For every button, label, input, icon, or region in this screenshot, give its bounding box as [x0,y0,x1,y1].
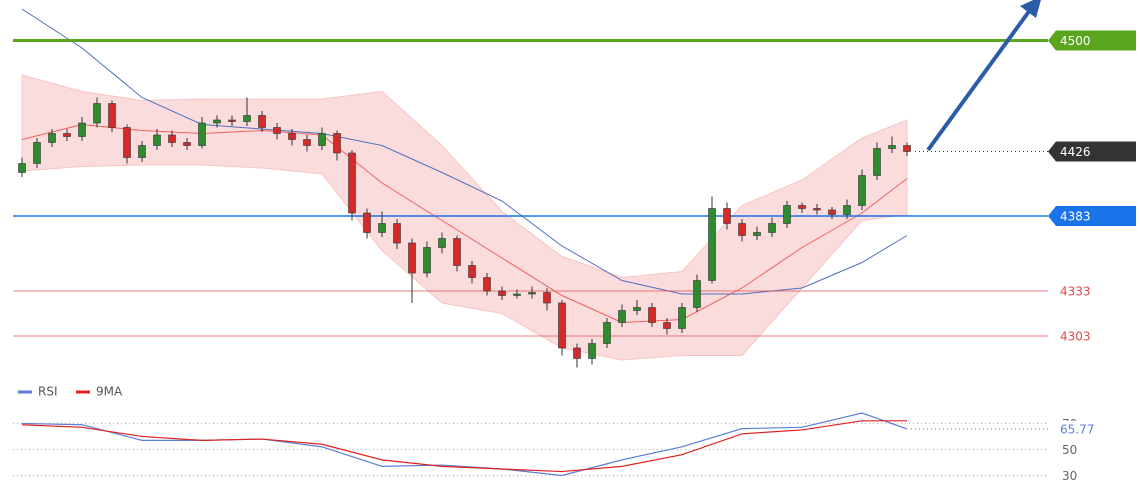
rsi-last-label: 65.77 [1060,422,1094,436]
rsi-last-box [1056,420,1100,437]
candle-body [438,238,446,248]
candle-body [483,277,491,292]
candle-body [813,208,821,211]
candle-body [648,307,656,323]
candle-body [858,175,866,206]
candle-body [618,310,626,323]
level-label-box [1048,141,1136,162]
candle-body [123,127,131,158]
candle-body [873,148,881,176]
candle-body [63,133,71,137]
candle-body [258,115,266,128]
candle-body [498,290,506,296]
candle-body [633,307,641,311]
candle-body [783,205,791,224]
candle-body [333,133,341,154]
candle-body [168,134,176,143]
candle-body [603,322,611,344]
candle-body [828,209,836,215]
candle-body [843,205,851,215]
candle-body [213,119,221,124]
candle-body [138,145,146,158]
candle-body [768,223,776,233]
legend-label: RSI [38,385,58,399]
candle-body [93,103,101,124]
level-label: 4426 [1060,145,1091,159]
rsi-line [21,412,908,477]
level-label-box [1048,206,1136,226]
candle-body [543,292,551,304]
candle-body [153,134,161,146]
level-label-box [1048,30,1136,51]
candle-body [573,347,581,359]
candle-body [663,322,671,329]
candle-body [198,122,206,146]
candle-body [468,265,476,278]
bollinger-band [21,74,908,361]
candle-body [528,292,536,295]
rsi-line [21,420,907,473]
candle-body [273,127,281,134]
candle-body [363,212,371,233]
legend-label: 9MA [96,385,123,399]
candle-body [108,103,116,128]
candle-body [48,133,56,143]
candle-body [588,343,596,359]
candle-body [78,122,86,137]
candle-body [33,142,41,164]
candle-body [693,280,701,308]
candle-body [888,145,896,149]
level-label: 4383 [1060,210,1091,224]
candle-body [453,238,461,266]
candle-body [393,223,401,244]
candle-body [513,293,521,296]
candle-body [18,163,26,173]
arrow-shaft [926,8,1032,152]
trend-arrow [926,0,1041,152]
candle-body [378,223,386,233]
candle-body [753,232,761,236]
candle-body [303,139,311,146]
candle-body [708,208,716,281]
candle-body [423,247,431,274]
rsi-tick-label: 30 [1062,469,1077,483]
level-label: 4303 [1060,330,1091,344]
candle-body [408,242,416,274]
candle-body [183,142,191,146]
level-label: 4500 [1060,34,1091,48]
arrow-head [1020,0,1041,18]
candle-body [678,307,686,329]
candle-body [558,302,566,349]
candle-body [318,133,326,146]
candle-body [798,205,806,209]
candle-body [228,119,236,122]
candle-body [738,223,746,236]
level-label: 4333 [1060,285,1091,299]
rsi-tick-label: 50 [1062,443,1077,457]
candle-body [288,133,296,140]
candle-body [348,152,356,214]
candle-body [723,208,731,224]
candle-body [243,115,251,122]
candle-body [903,145,911,152]
